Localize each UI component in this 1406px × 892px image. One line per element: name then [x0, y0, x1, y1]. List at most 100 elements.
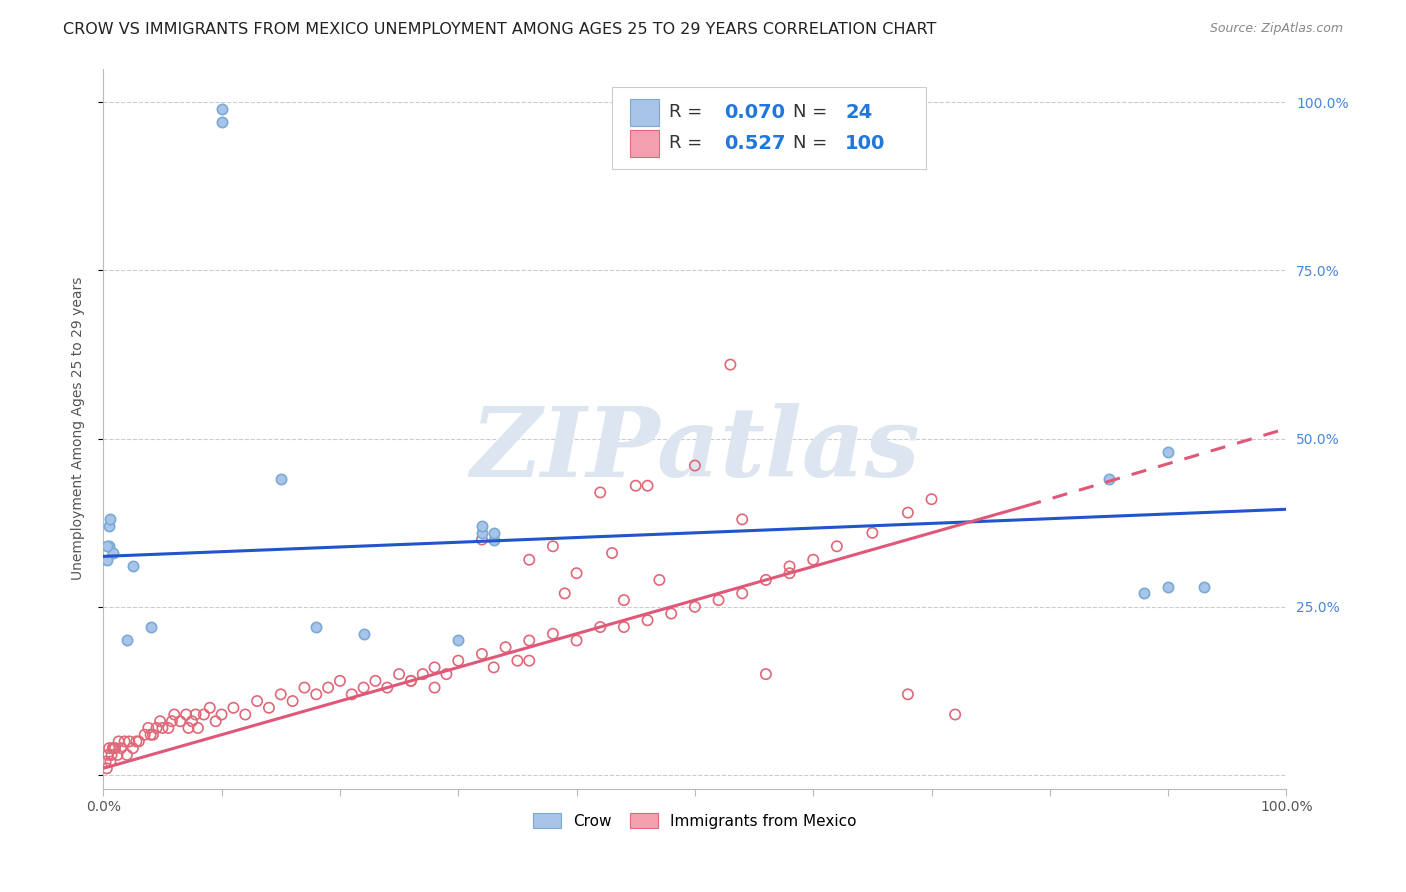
- Point: [98, 519, 121, 533]
- Point: [399, 673, 422, 688]
- Point: [211, 707, 233, 722]
- Point: [128, 734, 150, 748]
- Point: [110, 741, 132, 756]
- Point: [423, 660, 446, 674]
- Point: [731, 512, 754, 526]
- Text: Source: ZipAtlas.com: Source: ZipAtlas.com: [1209, 22, 1343, 36]
- Point: [104, 741, 127, 756]
- Point: [600, 546, 623, 560]
- Point: [1192, 580, 1215, 594]
- Point: [1098, 472, 1121, 486]
- Point: [471, 525, 494, 540]
- Point: [755, 667, 778, 681]
- Point: [294, 681, 316, 695]
- Point: [181, 714, 204, 729]
- Point: [96, 553, 118, 567]
- Point: [134, 728, 156, 742]
- Point: [637, 613, 659, 627]
- Point: [118, 734, 141, 748]
- Point: [122, 741, 145, 756]
- Point: [107, 747, 129, 762]
- Point: [517, 654, 540, 668]
- Point: [517, 553, 540, 567]
- Point: [163, 707, 186, 722]
- Legend: Crow, Immigrants from Mexico: Crow, Immigrants from Mexico: [527, 806, 862, 835]
- Point: [1157, 580, 1180, 594]
- Point: [169, 714, 191, 729]
- Point: [897, 687, 920, 701]
- Point: [329, 673, 352, 688]
- Point: [233, 707, 256, 722]
- Point: [482, 525, 505, 540]
- Point: [471, 533, 494, 547]
- Point: [100, 512, 122, 526]
- Point: [447, 654, 470, 668]
- Point: [103, 741, 125, 756]
- Point: [270, 687, 292, 701]
- Point: [541, 626, 564, 640]
- Point: [222, 700, 245, 714]
- Point: [353, 626, 375, 640]
- Point: [115, 747, 138, 762]
- Point: [100, 755, 122, 769]
- FancyBboxPatch shape: [630, 129, 659, 157]
- Point: [447, 633, 470, 648]
- Point: [107, 734, 129, 748]
- Point: [517, 633, 540, 648]
- Text: N =: N =: [793, 135, 834, 153]
- Point: [101, 741, 124, 756]
- Point: [388, 667, 411, 681]
- Point: [423, 681, 446, 695]
- Point: [101, 546, 124, 560]
- Point: [157, 721, 180, 735]
- Point: [211, 115, 233, 129]
- Point: [174, 707, 197, 722]
- Point: [779, 566, 801, 581]
- Point: [281, 694, 304, 708]
- Point: [589, 620, 612, 634]
- Point: [125, 734, 148, 748]
- Point: [565, 566, 588, 581]
- Text: CROW VS IMMIGRANTS FROM MEXICO UNEMPLOYMENT AMONG AGES 25 TO 29 YEARS CORRELATIO: CROW VS IMMIGRANTS FROM MEXICO UNEMPLOYM…: [63, 22, 936, 37]
- Point: [1133, 586, 1156, 600]
- Point: [482, 533, 505, 547]
- Point: [184, 707, 207, 722]
- Point: [471, 647, 494, 661]
- Point: [149, 714, 172, 729]
- Point: [187, 721, 209, 735]
- Text: ZIPatlas: ZIPatlas: [470, 403, 920, 497]
- Point: [115, 633, 138, 648]
- Point: [554, 586, 576, 600]
- Point: [1157, 445, 1180, 459]
- Point: [375, 681, 398, 695]
- Point: [482, 660, 505, 674]
- Point: [471, 519, 494, 533]
- Text: N =: N =: [793, 103, 834, 121]
- Point: [436, 667, 458, 681]
- Point: [755, 573, 778, 587]
- Point: [211, 102, 233, 116]
- Point: [198, 700, 221, 714]
- Point: [860, 525, 883, 540]
- Point: [98, 741, 121, 756]
- Text: 0.070: 0.070: [724, 103, 786, 122]
- Text: 100: 100: [845, 134, 886, 153]
- Point: [94, 755, 117, 769]
- Point: [541, 539, 564, 553]
- Point: [139, 620, 162, 634]
- Point: [177, 721, 200, 735]
- Point: [897, 506, 920, 520]
- Point: [399, 673, 422, 688]
- Point: [718, 358, 741, 372]
- Point: [316, 681, 339, 695]
- Point: [122, 559, 145, 574]
- Point: [160, 714, 183, 729]
- Point: [683, 458, 706, 473]
- FancyBboxPatch shape: [630, 99, 659, 126]
- Point: [152, 721, 174, 735]
- Point: [305, 620, 328, 634]
- Point: [659, 607, 682, 621]
- Point: [257, 700, 280, 714]
- Point: [139, 728, 162, 742]
- Text: 24: 24: [845, 103, 872, 122]
